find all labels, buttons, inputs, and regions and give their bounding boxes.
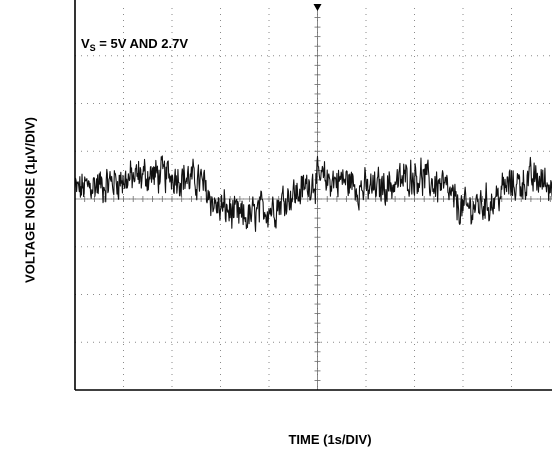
noise-trace-line	[74, 155, 552, 232]
annotation-subscript: S	[89, 43, 96, 53]
y-axis-label: VOLTAGE NOISE (1µV/DIV)	[22, 117, 38, 283]
supply-voltage-annotation: VS = 5V AND 2.7V	[81, 36, 188, 53]
trigger-marker	[313, 4, 322, 11]
annotation-main: V	[81, 36, 90, 51]
x-axis-label: TIME (1s/DIV)	[288, 432, 372, 447]
annotation-rest: = 5V AND 2.7V	[95, 36, 189, 51]
noise-trace	[74, 155, 552, 232]
plot-frame	[74, 0, 552, 391]
